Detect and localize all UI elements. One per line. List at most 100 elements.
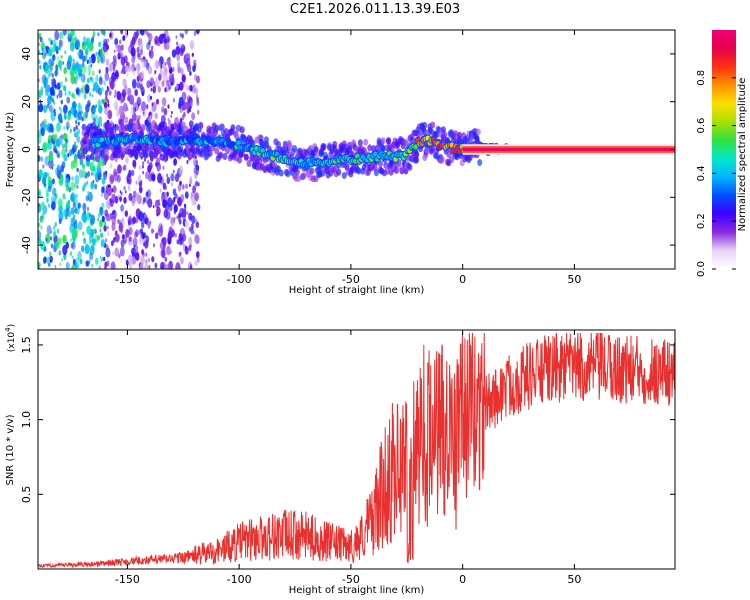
noise-speck: [154, 69, 157, 74]
noise-speck: [58, 198, 63, 208]
noise-speck: [98, 77, 103, 85]
noise-speck: [52, 163, 55, 167]
noise-speck: [56, 122, 61, 132]
noise-speck: [167, 230, 173, 240]
ridge-halo: [89, 153, 95, 161]
noise-speck: [188, 236, 193, 245]
noise-speck: [136, 218, 139, 223]
noise-speck: [82, 163, 85, 170]
noise-speck: [171, 49, 177, 58]
noise-speck: [91, 94, 94, 98]
noise-speck: [117, 174, 121, 183]
noise-speck: [100, 232, 103, 237]
noise-speck: [137, 71, 140, 76]
noise-speck: [160, 265, 163, 269]
noise-speck: [145, 195, 148, 201]
noise-speck: [64, 177, 70, 188]
noise-speck: [58, 89, 63, 99]
noise-speck: [166, 176, 171, 185]
noise-speck: [164, 257, 167, 262]
noise-speck: [68, 199, 70, 204]
noise-speck: [107, 103, 110, 107]
noise-speck: [55, 241, 59, 250]
noise-speck: [148, 264, 151, 269]
noise-speck: [128, 178, 132, 185]
noise-speck: [161, 106, 165, 113]
noise-speck: [193, 30, 197, 36]
noise-speck: [127, 185, 130, 190]
noise-speck: [132, 237, 138, 247]
noise-speck: [91, 77, 94, 83]
noise-speck: [52, 230, 57, 238]
noise-speck: [40, 225, 43, 230]
noise-speck: [100, 175, 102, 180]
noise-speck: [186, 211, 189, 216]
noise-speck: [56, 228, 60, 234]
noise-speck: [60, 99, 63, 105]
ridge-halo: [430, 121, 436, 129]
noise-speck: [175, 83, 179, 90]
noise-speck: [126, 72, 129, 77]
noise-speck: [104, 238, 108, 243]
noise-speck: [132, 257, 136, 265]
noise-speck: [63, 67, 67, 75]
noise-speck: [58, 116, 62, 123]
noise-speck: [64, 173, 67, 178]
noise-speck: [161, 97, 167, 107]
noise-speck: [179, 47, 184, 57]
ridge-halo: [467, 153, 473, 161]
noise-speck: [135, 252, 140, 261]
noise-speck: [38, 95, 41, 100]
noise-speck: [39, 65, 42, 70]
noise-speck: [170, 250, 173, 254]
noise-speck: [127, 65, 132, 73]
noise-speck: [133, 249, 136, 254]
ridge-halo: [336, 168, 342, 176]
noise-speck: [64, 91, 67, 96]
noise-speck: [161, 80, 165, 87]
noise-speck: [49, 86, 55, 96]
ridge-halo: [145, 145, 151, 153]
noise-speck: [123, 102, 128, 112]
noise-speck: [93, 117, 96, 124]
noise-speck: [171, 182, 173, 187]
noise-speck: [114, 90, 117, 95]
noise-speck: [74, 141, 76, 145]
noise-speck: [84, 182, 87, 188]
noise-speck: [174, 196, 176, 200]
noise-speck: [174, 173, 180, 183]
noise-speck: [87, 76, 91, 84]
noise-speck: [104, 71, 110, 82]
noise-speck: [184, 30, 189, 35]
noise-speck: [99, 88, 102, 94]
noise-speck: [167, 104, 170, 109]
noise-speck: [119, 196, 122, 202]
y-tick-label: -40: [20, 236, 33, 254]
noise-speck: [178, 212, 181, 218]
noise-speck: [147, 198, 153, 208]
noise-speck: [82, 114, 85, 119]
noise-speck: [144, 263, 149, 269]
noise-speck: [133, 190, 137, 198]
noise-speck: [180, 213, 182, 217]
noise-speck: [69, 128, 73, 134]
noise-speck: [197, 204, 201, 211]
noise-speck: [162, 70, 166, 78]
noise-speck: [66, 96, 70, 104]
noise-speck: [62, 61, 65, 65]
noise-speck: [52, 98, 54, 103]
ridge-halo: [133, 122, 139, 129]
noise-speck: [63, 85, 67, 92]
noise-speck: [113, 60, 117, 67]
noise-speck: [74, 174, 80, 185]
noise-speck: [163, 209, 168, 219]
ridge-halo: [218, 151, 224, 159]
noise-speck: [97, 235, 100, 241]
noise-speck: [141, 249, 145, 255]
noise-speck: [124, 210, 128, 218]
noise-speck: [38, 169, 43, 179]
noise-speck: [87, 171, 91, 177]
noise-speck: [115, 71, 119, 79]
y-scale-suffix: ): [7, 324, 17, 328]
noise-speck: [196, 100, 200, 106]
